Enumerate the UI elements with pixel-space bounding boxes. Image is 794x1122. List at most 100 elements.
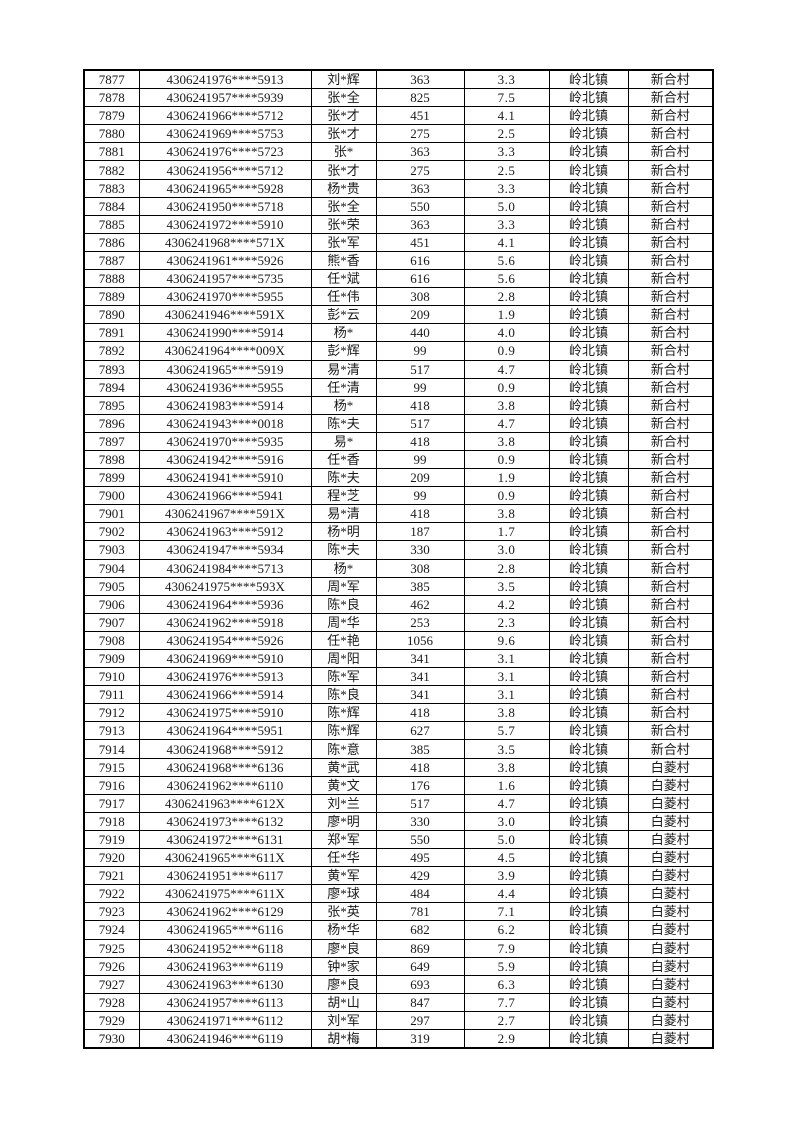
table-row: 7930 4306241946****6119 胡*梅 319 2.9 岭北镇 … [83, 1028, 714, 1049]
sequence-number-cell: 7896 [83, 413, 140, 433]
table-row: 7878 4306241957****5939 张*全 825 7.5 岭北镇 … [83, 88, 714, 108]
data-table: 7877 4306241976****5913 刘*辉 363 3.3 岭北镇 … [83, 69, 714, 1050]
sequence-number-cell: 7911 [83, 685, 140, 705]
rate-cell: 4.1 [463, 232, 550, 252]
table-row: 7899 4306241941****5910 陈*夫 209 1.9 岭北镇 … [83, 468, 714, 488]
town-cell: 岭北镇 [548, 142, 629, 162]
sequence-number-cell: 7889 [83, 287, 140, 307]
rate-cell: 3.3 [463, 142, 550, 162]
sequence-number-cell: 7920 [83, 848, 140, 868]
rate-cell: 2.8 [463, 558, 550, 578]
person-name-cell: 任*艳 [310, 630, 377, 651]
table-row: 7900 4306241966****5941 程*芝 99 0.9 岭北镇 新… [83, 486, 714, 506]
id-number-cell: 4306241976****5723 [138, 142, 312, 162]
rate-cell: 1.9 [463, 305, 550, 325]
table-row: 7905 4306241975****593X 周*军 385 3.5 岭北镇 … [83, 576, 714, 596]
person-name-cell: 陈*意 [310, 739, 377, 759]
table-row: 7910 4306241976****5913 陈*军 341 3.1 岭北镇 … [83, 667, 714, 687]
person-name-cell: 杨*华 [310, 920, 377, 940]
village-cell: 新合村 [627, 449, 714, 470]
person-name-cell: 张*才 [310, 124, 377, 144]
village-cell: 白菱村 [627, 938, 714, 958]
amount-cell: 99 [375, 449, 465, 470]
id-number-cell: 4306241950****5718 [138, 196, 312, 216]
village-cell: 新合村 [627, 69, 714, 90]
sequence-number-cell: 7928 [83, 992, 140, 1012]
person-name-cell: 任*伟 [310, 287, 377, 307]
village-cell: 新合村 [627, 739, 714, 759]
table-row: 7908 4306241954****5926 任*艳 1056 9.6 岭北镇… [83, 630, 714, 651]
person-name-cell: 张*全 [310, 196, 377, 216]
id-number-cell: 4306241984****5713 [138, 558, 312, 578]
person-name-cell: 彭*辉 [310, 341, 377, 361]
sequence-number-cell: 7882 [83, 160, 140, 180]
table-row: 7911 4306241966****5914 陈*良 341 3.1 岭北镇 … [83, 685, 714, 705]
amount-cell: 209 [375, 305, 465, 325]
table-row: 7909 4306241969****5910 周*阳 341 3.1 岭北镇 … [83, 648, 714, 669]
table-row: 7879 4306241966****5712 张*才 451 4.1 岭北镇 … [83, 106, 714, 126]
village-cell: 新合村 [627, 377, 714, 397]
person-name-cell: 胡*山 [310, 992, 377, 1012]
rate-cell: 2.3 [463, 612, 550, 632]
amount-cell: 517 [375, 413, 465, 433]
id-number-cell: 4306241970****5955 [138, 287, 312, 307]
table-row: 7886 4306241968****571X 张*军 451 4.1 岭北镇 … [83, 232, 714, 252]
town-cell: 岭北镇 [548, 1028, 629, 1049]
table-row: 7912 4306241975****5910 陈*辉 418 3.8 岭北镇 … [83, 703, 714, 723]
village-cell: 新合村 [627, 667, 714, 687]
person-name-cell: 黄*文 [310, 775, 377, 795]
id-number-cell: 4306241965****6116 [138, 920, 312, 940]
amount-cell: 693 [375, 974, 465, 994]
table-row: 7924 4306241965****6116 杨*华 682 6.2 岭北镇 … [83, 920, 714, 940]
table-row: 7922 4306241975****611X 廖*球 484 4.4 岭北镇 … [83, 884, 714, 904]
rate-cell: 7.7 [463, 992, 550, 1012]
rate-cell: 2.5 [463, 160, 550, 180]
id-number-cell: 4306241975****5910 [138, 703, 312, 723]
sequence-number-cell: 7879 [83, 106, 140, 126]
town-cell: 岭北镇 [548, 938, 629, 958]
village-cell: 白菱村 [627, 793, 714, 813]
amount-cell: 1056 [375, 630, 465, 651]
rate-cell: 4.1 [463, 106, 550, 126]
town-cell: 岭北镇 [548, 920, 629, 940]
sequence-number-cell: 7929 [83, 1010, 140, 1030]
id-number-cell: 4306241975****593X [138, 576, 312, 596]
person-name-cell: 易*清 [310, 359, 377, 379]
table-row: 7927 4306241963****6130 廖*良 693 6.3 岭北镇 … [83, 974, 714, 994]
id-number-cell: 4306241963****612X [138, 793, 312, 813]
town-cell: 岭北镇 [548, 522, 629, 542]
amount-cell: 297 [375, 1010, 465, 1030]
sequence-number-cell: 7917 [83, 793, 140, 813]
town-cell: 岭北镇 [548, 612, 629, 632]
town-cell: 岭北镇 [548, 196, 629, 216]
table-row: 7923 4306241962****6129 张*英 781 7.1 岭北镇 … [83, 902, 714, 922]
person-name-cell: 任*清 [310, 377, 377, 397]
rate-cell: 4.2 [463, 594, 550, 614]
village-cell: 白菱村 [627, 829, 714, 850]
rate-cell: 3.8 [463, 431, 550, 451]
village-cell: 新合村 [627, 341, 714, 361]
amount-cell: 517 [375, 793, 465, 813]
village-cell: 新合村 [627, 160, 714, 180]
table-row: 7906 4306241964****5936 陈*良 462 4.2 岭北镇 … [83, 594, 714, 614]
village-cell: 新合村 [627, 703, 714, 723]
town-cell: 岭北镇 [548, 757, 629, 777]
amount-cell: 363 [375, 142, 465, 162]
id-number-cell: 4306241972****5910 [138, 214, 312, 234]
table-row: 7921 4306241951****6117 黄*军 429 3.9 岭北镇 … [83, 866, 714, 886]
id-number-cell: 4306241936****5955 [138, 377, 312, 397]
rate-cell: 5.6 [463, 269, 550, 289]
sequence-number-cell: 7914 [83, 739, 140, 759]
town-cell: 岭北镇 [548, 232, 629, 252]
person-name-cell: 廖*球 [310, 884, 377, 904]
id-number-cell: 4306241965****5919 [138, 359, 312, 379]
town-cell: 岭北镇 [548, 829, 629, 850]
amount-cell: 847 [375, 992, 465, 1012]
amount-cell: 418 [375, 757, 465, 777]
amount-cell: 869 [375, 938, 465, 958]
village-cell: 新合村 [627, 558, 714, 578]
town-cell: 岭北镇 [548, 648, 629, 669]
village-cell: 新合村 [627, 196, 714, 216]
rate-cell: 3.0 [463, 811, 550, 831]
amount-cell: 495 [375, 848, 465, 868]
